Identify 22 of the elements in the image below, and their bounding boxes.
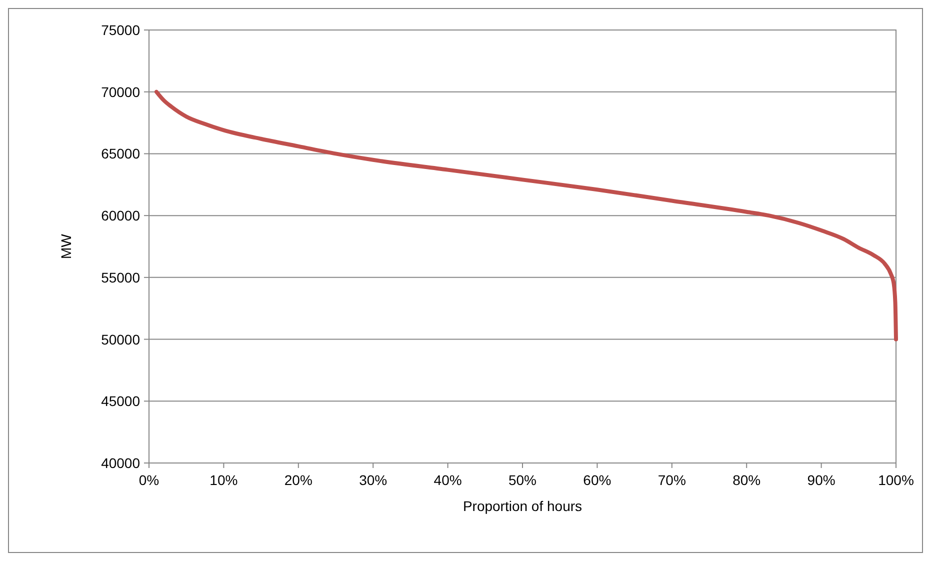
y-tick-label: 45000: [101, 393, 140, 410]
x-tick-label: 80%: [732, 472, 761, 488]
x-tick-label: 20%: [284, 472, 312, 488]
x-axis-title: Proportion of hours: [462, 498, 582, 514]
y-tick-label: 40000: [101, 455, 140, 471]
x-tick-label: 90%: [807, 472, 836, 488]
y-axis-title: MW: [58, 233, 74, 259]
x-tick-label: 50%: [508, 472, 537, 488]
x-tick-label: 0%: [138, 472, 160, 488]
y-tick-label: 50000: [101, 331, 140, 348]
y-tick-label: 60000: [101, 208, 140, 224]
x-tick-label: 40%: [434, 472, 462, 488]
y-tick-label: 55000: [101, 269, 140, 286]
x-tick-label: 60%: [583, 472, 612, 488]
line-series: [154, 90, 898, 342]
x-tick-label: 30%: [359, 472, 388, 488]
x-tick-label: 70%: [658, 472, 686, 488]
x-tick-label: 10%: [210, 472, 238, 488]
y-tick-label: 65000: [101, 146, 140, 162]
y-tick-label: 70000: [101, 84, 140, 100]
x-tick-label: 100%: [878, 472, 914, 488]
y-tick-label: 75000: [101, 22, 140, 38]
